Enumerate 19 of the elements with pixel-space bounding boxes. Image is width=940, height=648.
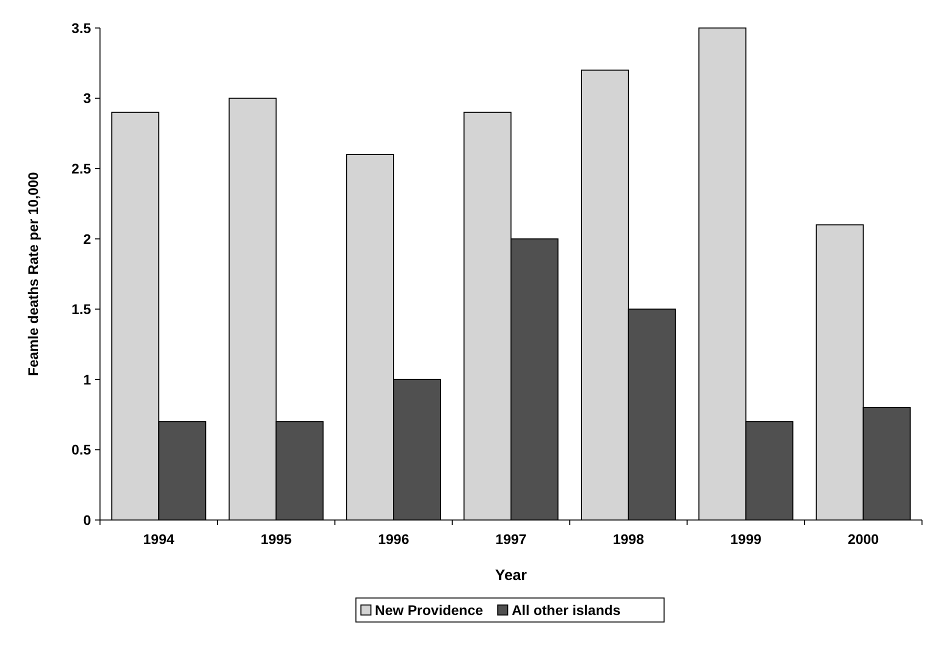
x-tick-label: 1998 (612, 531, 644, 547)
legend-label: New Providence (374, 602, 484, 618)
y-axis-title: Feamle deaths Rate per 10,000 (25, 172, 41, 376)
x-axis-title: Year (495, 567, 528, 584)
legend-label: All other islands (512, 602, 621, 618)
y-tick-label: 3 (83, 90, 92, 106)
x-tick-label: 1997 (495, 531, 527, 547)
y-tick-label: 0 (83, 512, 92, 528)
x-tick-label: 1995 (260, 531, 292, 547)
y-tick-label: 2.5 (72, 160, 92, 176)
x-tick-label: 2000 (848, 531, 880, 547)
y-tick-label: 1.5 (72, 301, 92, 318)
x-tick-label: 1994 (143, 531, 174, 547)
x-tick-label: 1996 (378, 531, 410, 547)
y-tick-label: 1 (83, 371, 92, 388)
x-tick-label: 1999 (730, 531, 762, 547)
y-tick-label: 2 (83, 230, 92, 247)
y-tick-label: 3.5 (72, 20, 92, 36)
y-tick-label: 0.5 (72, 442, 92, 458)
